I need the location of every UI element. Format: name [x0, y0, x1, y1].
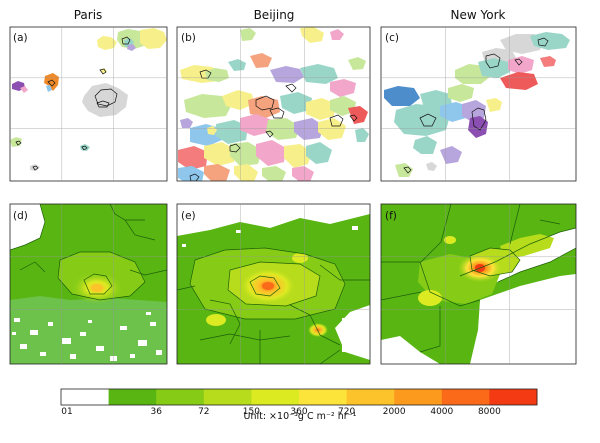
panel-a-frame — [9, 26, 168, 182]
colorbar-segment — [441, 389, 490, 405]
panel-c-ny-clusters — [381, 27, 576, 181]
panel-d-holes — [12, 312, 162, 361]
colorbar-tick-label: 8000 — [478, 407, 501, 417]
map-gridlines — [10, 27, 576, 364]
city-title-beijing: Beijing — [254, 8, 295, 22]
colorbar-tick-label: 36 — [150, 407, 162, 417]
panel-b-city-outlines — [189, 69, 358, 181]
colorbar-unit-label: Unit: ×10⁻³g C m⁻² hr⁻¹ — [244, 411, 357, 422]
colorbar: 01 36 72 150 360 720 2000 4000 8000 — [60, 388, 538, 417]
colorbar-tick-label: 01 — [61, 407, 72, 417]
colorbar-segment — [251, 389, 300, 405]
panel-c-city-outlines — [403, 37, 549, 174]
colorbar-segment — [156, 389, 205, 405]
panel-a-paris-clusters — [10, 27, 167, 181]
panel-f-ny-emissions — [381, 204, 576, 364]
colorbar-segment — [203, 389, 252, 405]
colorbar-tick-label: 360 — [290, 407, 307, 417]
panel-a-city-outlines — [15, 36, 131, 171]
panel-label-e: (e) — [181, 210, 196, 222]
colorbar-tick-label: 720 — [338, 407, 355, 417]
colorbar-frame — [60, 388, 538, 406]
panel-d-paris-emissions — [10, 204, 167, 364]
colorbar-segment — [61, 389, 110, 405]
panel-d-admin-borders — [10, 204, 167, 301]
colorbar-tick-label: 150 — [243, 407, 260, 417]
panel-label-f: (f) — [385, 210, 397, 222]
panel-f-admin-borders — [381, 204, 576, 353]
panel-label-c: (c) — [385, 32, 399, 44]
panel-label-b: (b) — [181, 32, 196, 44]
panel-e-holes — [182, 206, 370, 352]
panel-c-frame — [380, 26, 577, 182]
panel-d-frame — [9, 203, 168, 365]
panel-e-frame — [176, 203, 371, 365]
colorbar-segment — [394, 389, 443, 405]
panel-b-clusters — [178, 27, 369, 181]
city-title-paris: Paris — [74, 8, 103, 22]
colorbar-segment — [299, 389, 348, 405]
panel-b-frame — [176, 26, 371, 182]
colorbar-tick-label: 4000 — [430, 407, 453, 417]
colorbar-segment — [489, 389, 538, 405]
colorbar-tick-label: 2000 — [383, 407, 406, 417]
city-title-new-york: New York — [451, 8, 506, 22]
panel-e-admin-borders — [177, 247, 370, 364]
panel-label-d: (d) — [13, 210, 28, 222]
panel-a-clusters — [10, 28, 167, 171]
panel-b-beijing-clusters — [177, 27, 370, 181]
colorbar-segment — [108, 389, 157, 405]
panel-label-a: (a) — [13, 32, 28, 44]
panel-f-frame — [380, 203, 577, 365]
colorbar-segment — [346, 389, 395, 405]
panel-e-beijing-emissions — [177, 204, 370, 364]
colorbar-tick-label: 72 — [198, 407, 209, 417]
